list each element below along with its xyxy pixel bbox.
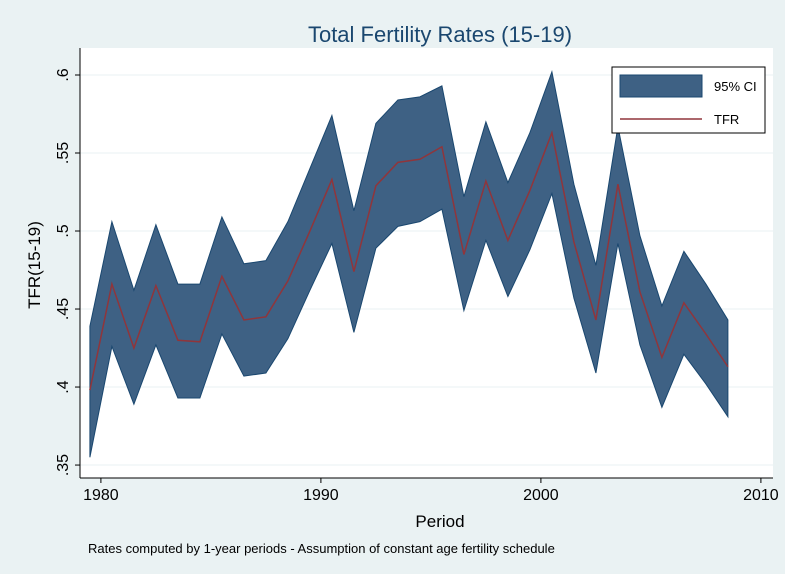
x-tick-label: 2000: [523, 487, 559, 504]
ci-band: [89, 70, 729, 458]
x-axis-title: Period: [415, 512, 464, 531]
y-tick-label: .35: [55, 454, 72, 476]
x-tick-label: 1980: [83, 487, 119, 504]
y-tick-label: .5: [55, 224, 72, 237]
note: Rates computed by 1-year periods - Assum…: [88, 541, 555, 556]
chart-title: Total Fertility Rates (15-19): [308, 22, 572, 47]
legend-label: TFR: [714, 112, 739, 127]
tfr-line: [89, 130, 729, 391]
x-tick-label: 2010: [743, 487, 779, 504]
legend-swatch: [619, 74, 703, 98]
y-tick-label: .4: [55, 380, 72, 393]
y-tick-label: .6: [55, 68, 72, 81]
y-tick-label: .55: [55, 142, 72, 164]
y-axis-title: TFR(15-19): [25, 221, 44, 309]
y-tick-label: .45: [55, 298, 72, 320]
x-tick-label: 1990: [303, 487, 339, 504]
legend-label: 95% CI: [714, 79, 757, 94]
